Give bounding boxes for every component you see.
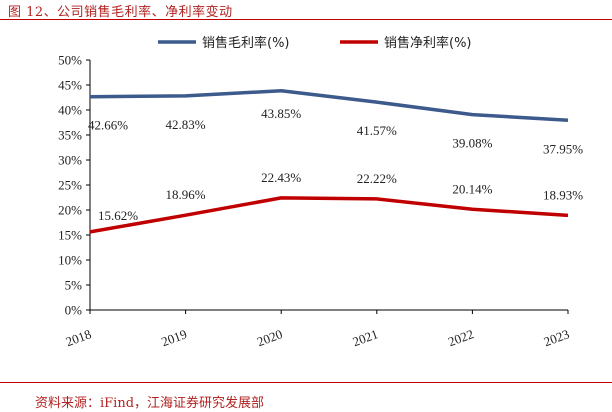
x-tick-label: 2020 — [255, 326, 285, 349]
chart-series — [89, 89, 569, 234]
x-tick-label: 2021 — [350, 326, 380, 349]
y-tick-label: 45% — [58, 78, 82, 93]
figure-title: 图 12、公司销售毛利率、净利率变动 — [8, 5, 233, 20]
data-label-net-margin: 18.93% — [543, 187, 583, 202]
legend-label: 销售毛利率(%) — [202, 35, 290, 51]
bottom-rule — [0, 382, 612, 383]
chart-legend: 销售毛利率(%) 销售净利率(%) — [158, 35, 472, 51]
data-label-net-margin: 18.96% — [166, 187, 206, 202]
x-tick-label: 2018 — [64, 326, 94, 349]
y-tick-label: 0% — [65, 303, 83, 318]
data-label-net-margin: 22.22% — [357, 171, 397, 186]
top-rule — [0, 19, 612, 20]
line-chart: 销售毛利率(%) 销售净利率(%) 0% 5% 10% 15% 20% 25% 30% 35% 4… — [58, 35, 583, 349]
x-tick-label: 2023 — [542, 326, 572, 349]
series-line-gross-margin — [89, 89, 569, 122]
x-tick-label: 2022 — [446, 326, 476, 349]
y-tick-label: 5% — [65, 278, 83, 293]
series-line-net-margin — [89, 196, 569, 234]
y-tick-label: 40% — [58, 103, 82, 118]
chart-data-labels: 42.66% 42.83% 43.85% 41.57% 39.08% 37.95% 15.6… — [88, 106, 583, 223]
data-label-gross-margin: 42.83% — [166, 117, 206, 132]
y-tick-label: 15% — [58, 228, 82, 243]
data-label-net-margin: 20.14% — [452, 181, 492, 196]
y-tick-label: 10% — [58, 253, 82, 268]
data-label-gross-margin: 39.08% — [452, 136, 492, 151]
y-tick-label: 30% — [58, 153, 82, 168]
y-tick-label: 35% — [58, 128, 82, 143]
figure-source: 资料来源：iFind，江海证券研究发展部 — [35, 396, 265, 411]
data-label-gross-margin: 43.85% — [261, 106, 301, 121]
y-tick-label: 25% — [58, 178, 82, 193]
data-label-gross-margin: 37.95% — [543, 141, 583, 156]
data-label-gross-margin: 42.66% — [88, 118, 128, 133]
legend-label: 销售净利率(%) — [384, 35, 472, 51]
data-label-net-margin: 15.62% — [98, 208, 138, 223]
data-label-net-margin: 22.43% — [261, 170, 301, 185]
x-tick-label: 2019 — [159, 326, 189, 349]
y-tick-label: 20% — [58, 203, 82, 218]
data-label-gross-margin: 41.57% — [357, 123, 397, 138]
y-tick-label: 50% — [58, 53, 82, 68]
